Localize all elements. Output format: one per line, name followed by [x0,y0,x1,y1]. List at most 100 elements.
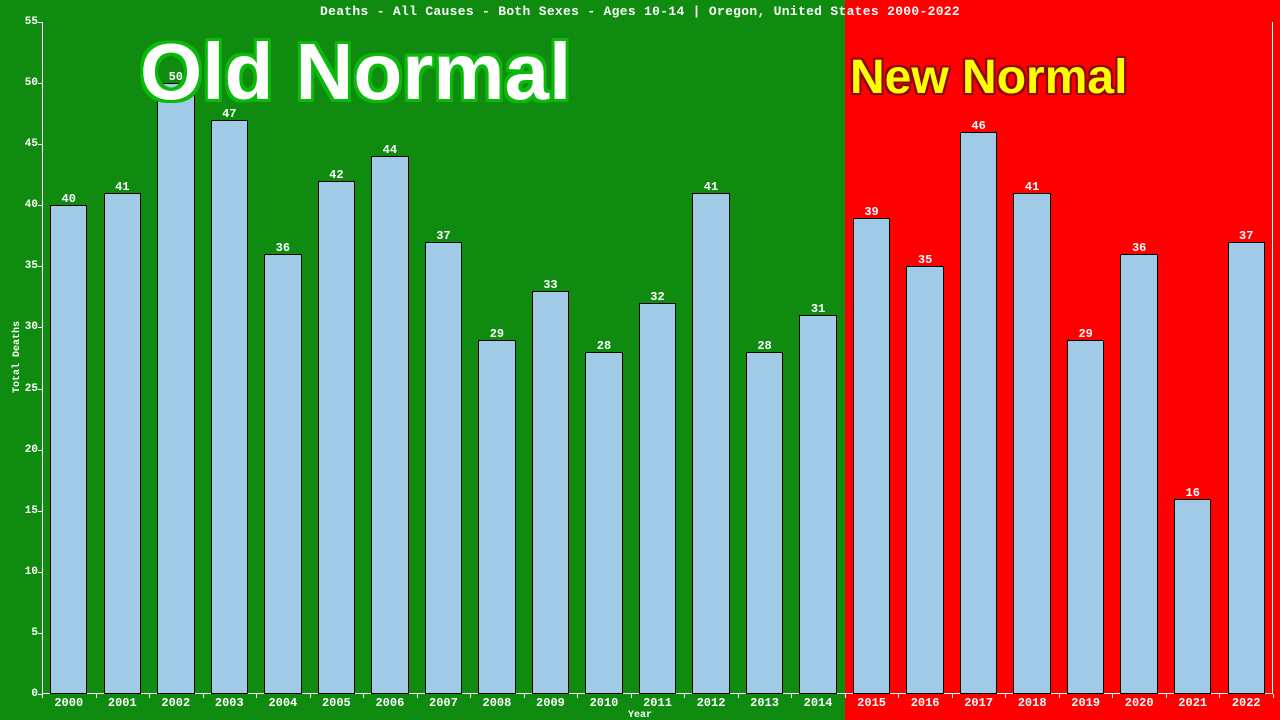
x-tick-label: 2015 [857,694,886,710]
bar: 42 [318,181,355,694]
x-tick-mark [1059,694,1060,698]
y-axis-line-left [42,22,43,694]
bar-value-label: 31 [811,302,825,316]
x-tick-mark [203,694,204,698]
bar: 39 [853,218,890,695]
bar: 28 [585,352,622,694]
x-tick-label: 2019 [1071,694,1100,710]
y-tick-mark [38,389,42,390]
x-tick-label: 2006 [375,694,404,710]
bar: 37 [1228,242,1265,694]
x-tick-mark [1219,694,1220,698]
bar: 37 [425,242,462,694]
bar: 33 [532,291,569,694]
bar: 29 [478,340,515,694]
bar-value-label: 28 [757,339,771,353]
y-tick-mark [38,205,42,206]
y-tick-mark [38,633,42,634]
y-tick-mark [38,266,42,267]
x-tick-label: 2018 [1018,694,1047,710]
bar-value-label: 37 [1239,229,1253,243]
bar: 41 [692,193,729,694]
x-tick-label: 2016 [911,694,940,710]
bar: 46 [960,132,997,694]
bar-value-label: 35 [918,253,932,267]
x-tick-label: 2022 [1232,694,1261,710]
bar: 41 [104,193,141,694]
x-tick-mark [1273,694,1274,698]
x-tick-label: 2000 [54,694,83,710]
y-tick-mark [38,511,42,512]
y-tick-mark [38,572,42,573]
bar: 41 [1013,193,1050,694]
x-tick-label: 2005 [322,694,351,710]
bar-value-label: 16 [1186,486,1200,500]
x-tick-mark [417,694,418,698]
y-tick-mark [38,327,42,328]
x-tick-mark [1112,694,1113,698]
x-tick-label: 2004 [268,694,297,710]
y-axis-line-right [1272,22,1273,694]
bar-value-label: 32 [650,290,664,304]
bar-value-label: 36 [1132,241,1146,255]
x-tick-label: 2014 [804,694,833,710]
x-tick-label: 2013 [750,694,779,710]
x-tick-label: 2007 [429,694,458,710]
bar-value-label: 41 [1025,180,1039,194]
bar-value-label: 29 [490,327,504,341]
x-tick-mark [524,694,525,698]
x-tick-label: 2008 [483,694,512,710]
y-tick-mark [38,22,42,23]
x-tick-label: 2010 [590,694,619,710]
bar-value-label: 42 [329,168,343,182]
x-tick-mark [149,694,150,698]
bar-value-label: 29 [1078,327,1092,341]
bar-value-label: 41 [115,180,129,194]
chart-title: Deaths - All Causes - Both Sexes - Ages … [0,4,1280,19]
bar: 47 [211,120,248,694]
bar-value-label: 40 [62,192,76,206]
overlay-old-normal: Old Normal [140,26,571,118]
x-tick-mark [1166,694,1167,698]
plot-area: 0510152025303540455055402000412001502002… [42,22,1273,694]
x-tick-mark [845,694,846,698]
x-tick-mark [42,694,43,698]
x-tick-mark [256,694,257,698]
bar-value-label: 28 [597,339,611,353]
x-tick-mark [898,694,899,698]
bar-value-label: 33 [543,278,557,292]
y-axis-label: Total Deaths [12,321,23,393]
bar: 28 [746,352,783,694]
bar-value-label: 37 [436,229,450,243]
x-tick-mark [684,694,685,698]
x-tick-mark [631,694,632,698]
bar: 32 [639,303,676,694]
x-tick-label: 2017 [964,694,993,710]
bar: 31 [799,315,836,694]
y-tick-mark [38,83,42,84]
x-tick-mark [577,694,578,698]
x-tick-mark [363,694,364,698]
bar: 35 [906,266,943,694]
x-tick-label: 2009 [536,694,565,710]
x-tick-mark [470,694,471,698]
x-tick-label: 2003 [215,694,244,710]
bar-value-label: 39 [864,205,878,219]
bar: 50 [157,83,194,694]
chart-stage: Deaths - All Causes - Both Sexes - Ages … [0,0,1280,720]
x-axis-label: Year [628,710,652,720]
bar: 16 [1174,499,1211,694]
x-tick-label: 2020 [1125,694,1154,710]
y-tick-mark [38,144,42,145]
bar-value-label: 41 [704,180,718,194]
bar: 29 [1067,340,1104,694]
y-tick-mark [38,450,42,451]
bar-value-label: 46 [971,119,985,133]
x-tick-label: 2001 [108,694,137,710]
x-tick-mark [96,694,97,698]
x-tick-label: 2002 [161,694,190,710]
bar: 36 [1120,254,1157,694]
x-tick-label: 2012 [697,694,726,710]
bar: 36 [264,254,301,694]
x-tick-label: 2021 [1178,694,1207,710]
